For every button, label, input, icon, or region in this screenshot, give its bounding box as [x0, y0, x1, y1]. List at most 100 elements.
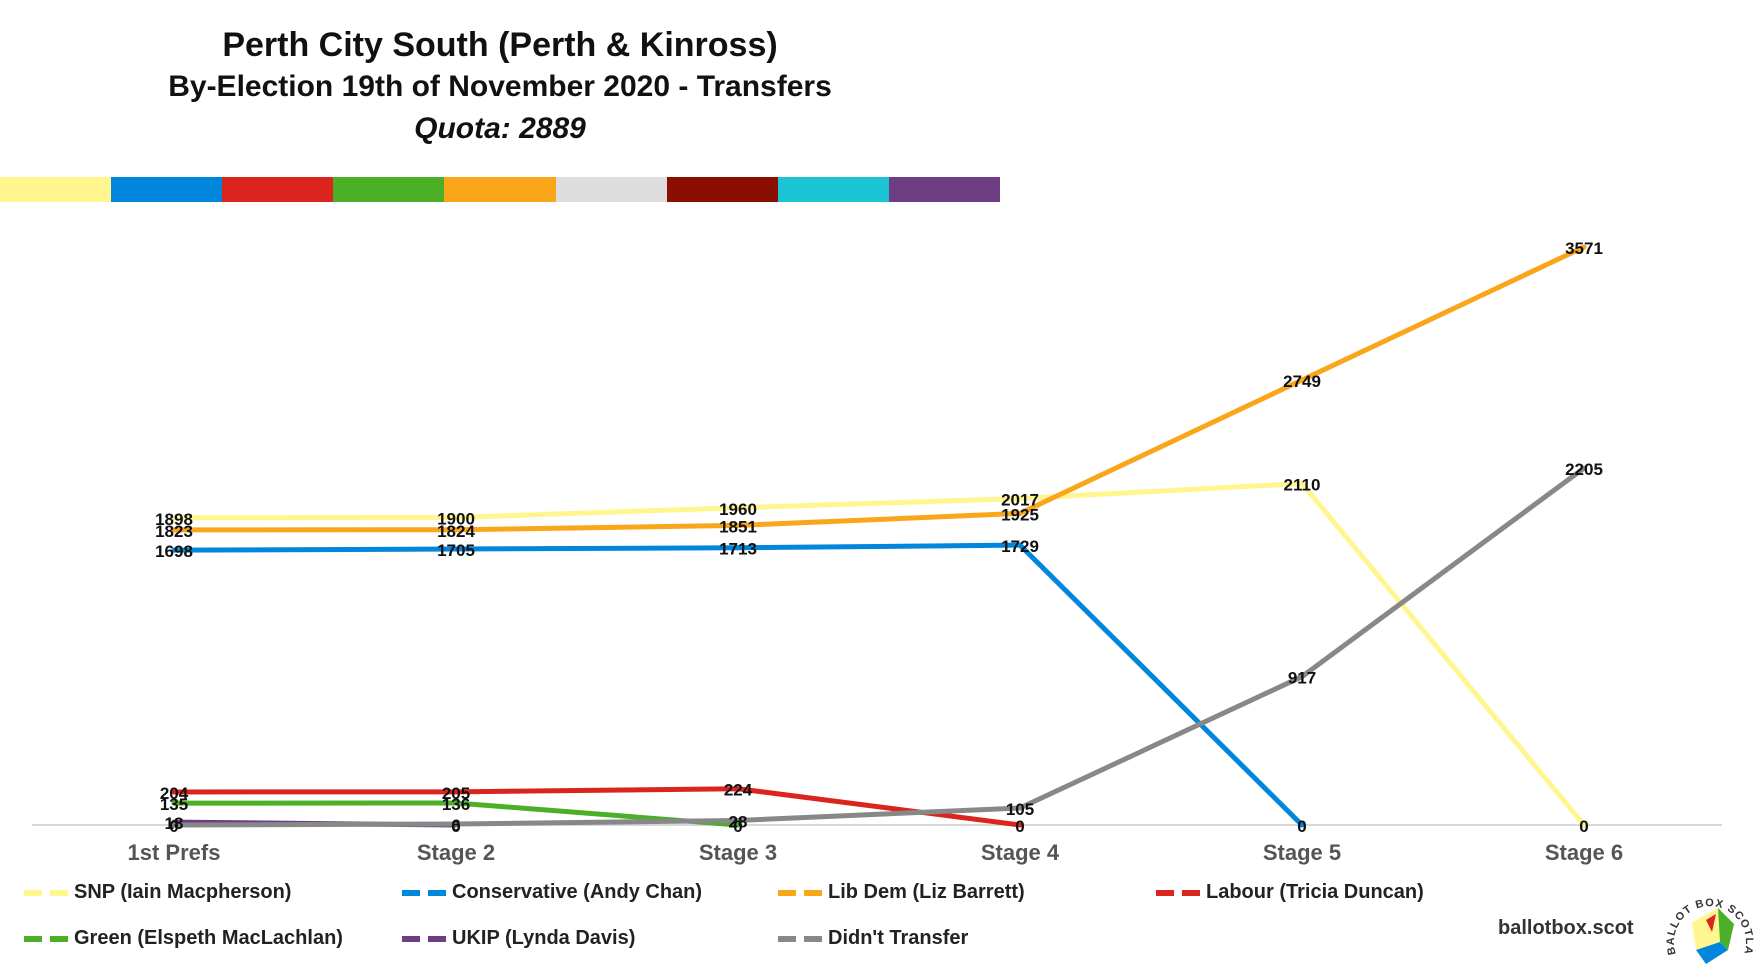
data-label: 0	[733, 817, 742, 836]
data-label: 3571	[1565, 239, 1603, 258]
data-point	[1581, 822, 1587, 828]
data-point	[1017, 822, 1023, 828]
data-label: 1898	[155, 510, 193, 529]
chart-title: Perth City South (Perth & Kinross)	[222, 26, 778, 64]
data-label: 204	[160, 784, 189, 803]
color-strip-segment	[0, 177, 112, 202]
legend-swatch	[778, 889, 824, 896]
data-point	[1299, 674, 1305, 680]
color-strip-segment	[444, 177, 556, 202]
data-point	[1581, 244, 1587, 250]
data-point	[735, 505, 741, 511]
color-strip-segment	[777, 177, 889, 202]
data-label: 6	[451, 816, 460, 835]
data-label: 1851	[719, 517, 757, 536]
legend-label: Green (Elspeth MacLachlan)	[74, 927, 343, 949]
data-label: 1713	[719, 540, 757, 559]
data-point	[171, 800, 177, 806]
data-point	[735, 545, 741, 551]
data-point	[171, 789, 177, 795]
x-tick-label: Stage 3	[699, 840, 777, 865]
legend-label: Lib Dem (Liz Barrett)	[828, 881, 1025, 903]
data-point	[735, 822, 741, 828]
data-point	[1581, 465, 1587, 471]
legend-label: Conservative (Andy Chan)	[452, 881, 703, 903]
color-strip-segment	[333, 177, 445, 202]
x-tick-label: Stage 2	[417, 840, 495, 865]
data-point	[1299, 480, 1305, 486]
legend-swatch	[402, 935, 448, 942]
legend-item: Conservative (Andy Chan)	[402, 881, 702, 904]
data-point	[735, 817, 741, 823]
color-strip-segment	[222, 177, 334, 202]
legend-item: SNP (Iain Macpherson)	[24, 881, 291, 904]
data-label: 28	[729, 812, 748, 831]
legend-label: UKIP (Lynda Davis)	[452, 927, 636, 949]
data-point	[171, 822, 177, 828]
data-label: 2749	[1283, 372, 1321, 391]
party-color-strip	[0, 177, 1000, 202]
brand-label: ballotbox.scot	[1498, 917, 1634, 939]
data-label: 1698	[155, 542, 193, 561]
data-label: 1705	[437, 541, 475, 560]
color-strip-segment	[888, 177, 1000, 202]
legend-swatch	[778, 935, 824, 942]
data-label: 1925	[1001, 505, 1039, 524]
chart-subtitle: By-Election 19th of November 2020 - Tran…	[168, 70, 832, 103]
data-point	[171, 515, 177, 521]
color-strip-segment	[666, 177, 778, 202]
data-label: 1960	[719, 500, 757, 519]
data-label: 224	[724, 781, 753, 800]
legend-item: UKIP (Lynda Davis)	[402, 927, 635, 950]
legend-item: Lib Dem (Liz Barrett)	[778, 881, 1025, 904]
quota-label: Quota: 2889	[414, 112, 586, 145]
data-point	[171, 527, 177, 533]
data-label: 0	[451, 817, 460, 836]
legend-item: Green (Elspeth MacLachlan)	[24, 927, 343, 950]
legend-label: Didn't Transfer	[828, 927, 969, 949]
data-label: 105	[1006, 800, 1034, 819]
data-label: 0	[169, 817, 178, 836]
data-label: 1729	[1001, 537, 1039, 556]
data-label: 0	[1015, 817, 1024, 836]
data-label: 135	[160, 795, 188, 814]
data-point	[453, 527, 459, 533]
color-strip-segment	[555, 177, 667, 202]
x-tick-label: Stage 4	[981, 840, 1060, 865]
data-label: 2017	[1001, 491, 1039, 510]
legend-item: Labour (Tricia Duncan)	[1156, 881, 1424, 904]
data-point	[1017, 542, 1023, 548]
data-point	[1017, 510, 1023, 516]
data-label: 0	[1579, 817, 1588, 836]
data-point	[453, 800, 459, 806]
series-line	[173, 786, 1021, 828]
x-tick-label: 1st Prefs	[128, 840, 221, 865]
series-line	[173, 244, 1586, 533]
data-label: 1900	[437, 509, 475, 528]
data-label: 0	[1297, 817, 1306, 836]
data-label: 18	[165, 814, 184, 833]
data-point	[171, 547, 177, 553]
ballot-box-logo-icon: BALLOT BOX SCOTLAND	[1662, 880, 1754, 964]
data-point	[1299, 822, 1305, 828]
legend-swatch	[402, 889, 448, 896]
x-tick-label: Stage 6	[1545, 840, 1623, 865]
legend-swatch	[1156, 889, 1202, 896]
data-point	[1299, 377, 1305, 383]
data-label: 205	[442, 784, 470, 803]
data-point	[735, 522, 741, 528]
data-point	[735, 786, 741, 792]
color-strip-segment	[111, 177, 223, 202]
data-label: 136	[442, 795, 470, 814]
data-point	[453, 546, 459, 552]
data-point	[453, 789, 459, 795]
legend-item: Didn't Transfer	[778, 927, 968, 950]
data-label: 2110	[1284, 475, 1321, 494]
series-line	[173, 480, 1586, 827]
data-label: 1823	[155, 522, 193, 541]
legend-swatch	[24, 889, 70, 896]
data-label: 1824	[437, 522, 475, 541]
series-line	[173, 466, 1586, 828]
data-point	[1017, 805, 1023, 811]
line-chart: 1st Prefs Stage 2 Stage 3 Stage 4 Stage 5 Sta…	[32, 239, 1722, 865]
